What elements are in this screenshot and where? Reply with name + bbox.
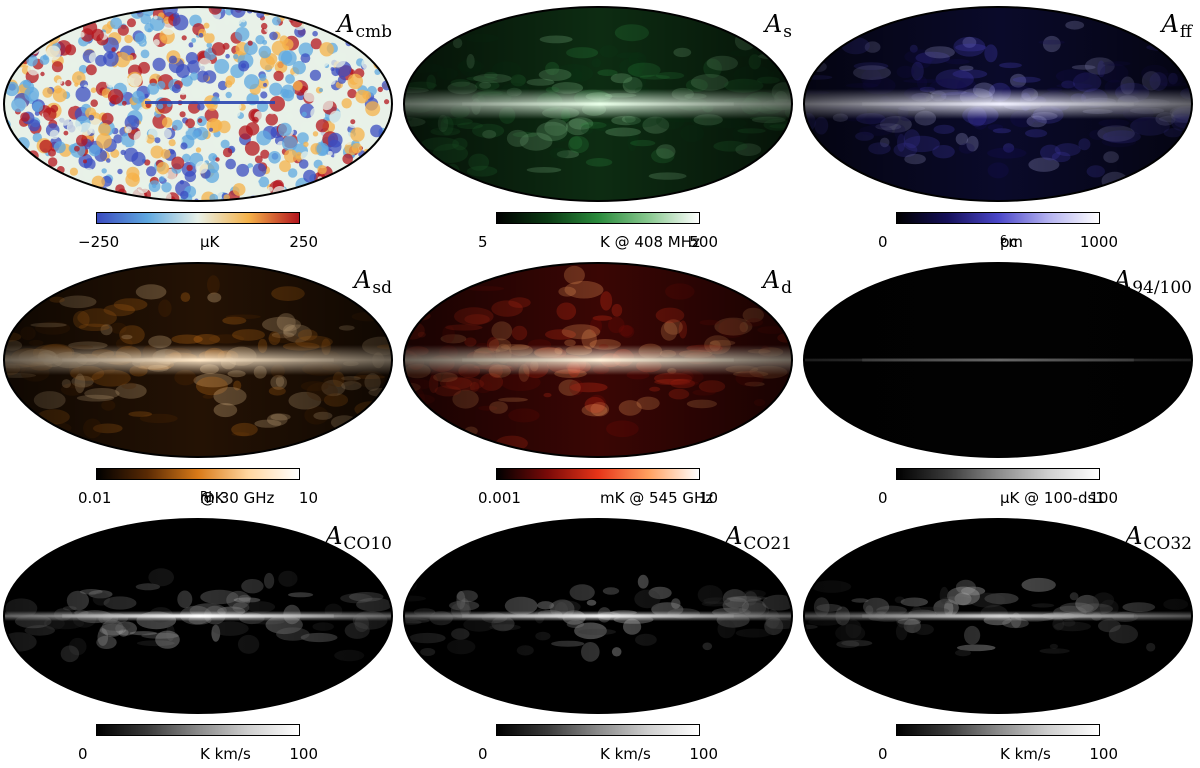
colorbar-min: −250: [78, 233, 120, 251]
colorbar-co32: [896, 724, 1100, 736]
title-sd: Asd: [354, 266, 392, 298]
colorbar-s: [496, 212, 700, 224]
colorbar-min: 0.001: [478, 489, 521, 507]
colorbar-labels-co32: 0 K km/s 100: [878, 745, 1118, 763]
colorbar-ff: [896, 212, 1100, 224]
thermal-dust-map: [403, 262, 793, 458]
colorbar-max: 100: [289, 745, 318, 763]
panel-co21: ACO21 0 K km/s 100: [400, 512, 800, 768]
title-ff: Aff: [1161, 10, 1192, 42]
colorbar-labels-co21: 0 K km/s 100: [478, 745, 718, 763]
spinning-dust-map: [3, 262, 393, 458]
colorbar-max: 250: [289, 233, 318, 251]
line-94-100-map: [803, 262, 1193, 458]
colorbar-min: 5: [478, 233, 488, 251]
colorbar-labels-d: 0.001 mK @ 545 GHz 10: [478, 489, 718, 507]
colorbar-labels-sd: 0.01 mK RJ @ 30 GHz 10: [78, 489, 318, 507]
colorbar-max: 100: [1089, 489, 1118, 507]
panel-ff: Aff 0 cm 6 pc 1000: [800, 0, 1200, 256]
panel-sd: Asd 0.01 mK RJ @ 30 GHz 10: [0, 256, 400, 512]
co10-map: [3, 518, 393, 714]
title-cmb: Acmb: [337, 10, 392, 42]
colorbar-labels-s: 5 K @ 408 MHz 500: [478, 233, 718, 251]
colorbar-co10: [96, 724, 300, 736]
colorbar-labels-94-100: 0 μK @ 100-ds1 100: [878, 489, 1118, 507]
colorbar-max: 100: [1089, 745, 1118, 763]
co21-map: [403, 518, 793, 714]
colorbar-max: 500: [689, 233, 718, 251]
colorbar-max: 10: [698, 489, 718, 507]
panel-co32: ACO32 0 K km/s 100: [800, 512, 1200, 768]
panel-d: Ad 0.001 mK @ 545 GHz 10: [400, 256, 800, 512]
colorbar-min: 0: [878, 489, 888, 507]
colorbar-min: 0: [878, 745, 888, 763]
panel-94-100: A94/100 0 μK @ 100-ds1 100: [800, 256, 1200, 512]
colorbar-min: 0: [478, 745, 488, 763]
free-free-map: [803, 6, 1193, 202]
colorbar-co21: [496, 724, 700, 736]
colorbar-min: 0: [78, 745, 88, 763]
panel-s: As 5 K @ 408 MHz 500: [400, 0, 800, 256]
colorbar-sd: [96, 468, 300, 480]
colorbar-max: 100: [689, 745, 718, 763]
cmb-map: [3, 6, 393, 202]
colorbar-94-100: [896, 468, 1100, 480]
title-co21: ACO21: [725, 522, 792, 554]
colorbar-min: 0: [878, 233, 888, 251]
title-d: Ad: [762, 266, 792, 298]
title-s: As: [764, 10, 792, 42]
title-co32: ACO32: [1125, 522, 1192, 554]
panel-cmb: Acmb −250 μK 250: [0, 0, 400, 256]
colorbar-labels-ff: 0 cm 6 pc 1000: [878, 233, 1118, 251]
title-co10: ACO10: [325, 522, 392, 554]
colorbar-d: [496, 468, 700, 480]
colorbar-max: 10: [298, 489, 318, 507]
colorbar-cmb: [96, 212, 300, 224]
colorbar-min: 0.01: [78, 489, 112, 507]
panel-co10: ACO10 0 K km/s 100: [0, 512, 400, 768]
synchrotron-map: [403, 6, 793, 202]
title-94-100: A94/100: [1113, 266, 1192, 298]
colorbar-labels-cmb: −250 μK 250: [78, 233, 318, 251]
co32-map: [803, 518, 1193, 714]
colorbar-max: 1000: [1079, 233, 1118, 251]
colorbar-labels-co10: 0 K km/s 100: [78, 745, 318, 763]
